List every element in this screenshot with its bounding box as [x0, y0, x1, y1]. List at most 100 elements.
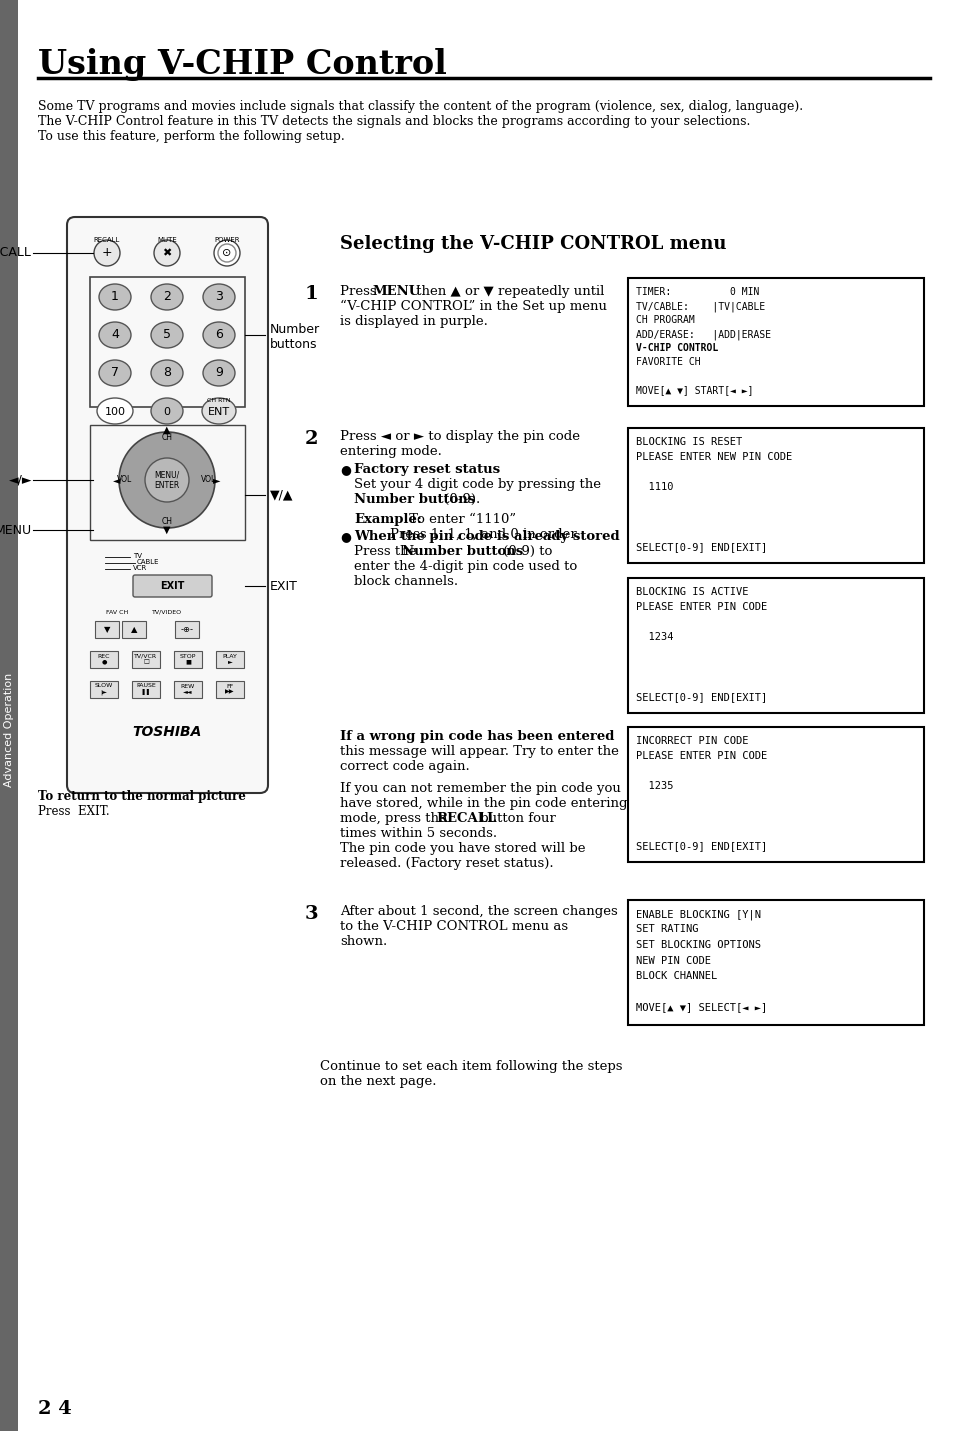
- Text: SELECT[0-9] END[EXIT]: SELECT[0-9] END[EXIT]: [636, 841, 766, 851]
- Text: POWER: POWER: [214, 238, 239, 243]
- Text: PLEASE ENTER PIN CODE: PLEASE ENTER PIN CODE: [636, 602, 766, 612]
- Text: TV/VIDEO: TV/VIDEO: [152, 610, 182, 615]
- Text: 3: 3: [305, 904, 318, 923]
- Bar: [215, 681, 244, 698]
- Text: FAVORITE CH: FAVORITE CH: [636, 356, 700, 366]
- Text: BLOCK CHANNEL: BLOCK CHANNEL: [636, 972, 717, 982]
- Text: When the pin code is already stored: When the pin code is already stored: [354, 529, 619, 542]
- Text: INCORRECT PIN CODE: INCORRECT PIN CODE: [636, 736, 748, 746]
- Text: MENU: MENU: [0, 524, 32, 537]
- Text: 1235: 1235: [636, 781, 673, 791]
- Text: ►: ►: [213, 475, 220, 485]
- Text: entering mode.: entering mode.: [339, 445, 441, 458]
- Text: CH PROGRAM: CH PROGRAM: [636, 315, 694, 325]
- Text: correct code again.: correct code again.: [339, 760, 469, 773]
- Text: MUTE: MUTE: [157, 238, 176, 243]
- Ellipse shape: [99, 322, 131, 348]
- Circle shape: [119, 432, 214, 528]
- Text: this message will appear. Try to enter the: this message will appear. Try to enter t…: [339, 746, 618, 758]
- Text: 6: 6: [214, 329, 223, 342]
- Text: RECALL: RECALL: [436, 811, 496, 826]
- Bar: [627, 578, 923, 713]
- Bar: [90, 278, 245, 406]
- Text: 3: 3: [214, 290, 223, 303]
- Text: MENU/
ENTER: MENU/ ENTER: [154, 471, 179, 489]
- Ellipse shape: [151, 322, 183, 348]
- Text: REC
●: REC ●: [97, 654, 111, 664]
- Text: Number
buttons: Number buttons: [270, 323, 320, 351]
- Text: Set your 4 digit code by pressing the: Set your 4 digit code by pressing the: [354, 478, 600, 491]
- Text: BLOCKING IS RESET: BLOCKING IS RESET: [636, 436, 741, 446]
- Ellipse shape: [99, 361, 131, 386]
- Text: FAV CH: FAV CH: [106, 610, 128, 615]
- Text: SET BLOCKING OPTIONS: SET BLOCKING OPTIONS: [636, 940, 760, 950]
- Bar: [90, 425, 245, 539]
- Text: to the V-CHIP CONTROL menu as: to the V-CHIP CONTROL menu as: [339, 920, 568, 933]
- Ellipse shape: [99, 283, 131, 311]
- Ellipse shape: [202, 398, 235, 424]
- Text: STOP
■: STOP ■: [179, 654, 196, 664]
- Text: TOSHIBA: TOSHIBA: [132, 726, 201, 738]
- Text: RECALL: RECALL: [0, 246, 32, 259]
- FancyBboxPatch shape: [67, 218, 268, 793]
- Text: FF
▶▶: FF ▶▶: [225, 684, 234, 694]
- Text: If a wrong pin code has been entered: If a wrong pin code has been entered: [339, 730, 614, 743]
- Text: ENT: ENT: [208, 406, 230, 416]
- Circle shape: [218, 245, 235, 262]
- Text: NEW PIN CODE: NEW PIN CODE: [636, 956, 710, 966]
- Bar: [627, 278, 923, 406]
- Text: 2: 2: [305, 429, 318, 448]
- Text: ⊙: ⊙: [222, 248, 232, 258]
- Text: Advanced Operation: Advanced Operation: [4, 673, 14, 787]
- Text: 7: 7: [111, 366, 119, 379]
- Text: SELECT[0-9] END[EXIT]: SELECT[0-9] END[EXIT]: [636, 693, 766, 703]
- Text: VOL: VOL: [117, 475, 132, 485]
- Text: PLEASE ENTER PIN CODE: PLEASE ENTER PIN CODE: [636, 751, 766, 761]
- Text: Using V-CHIP Control: Using V-CHIP Control: [38, 49, 446, 82]
- Text: 1: 1: [305, 285, 318, 303]
- Text: +: +: [102, 246, 112, 259]
- Text: MOVE[▲ ▼] START[◄ ►]: MOVE[▲ ▼] START[◄ ►]: [636, 385, 753, 395]
- Text: Number buttons: Number buttons: [354, 494, 475, 507]
- Bar: [173, 681, 202, 698]
- Text: Press ◄ or ► to display the pin code: Press ◄ or ► to display the pin code: [339, 429, 579, 444]
- Text: V-CHIP CONTROL: V-CHIP CONTROL: [636, 343, 718, 353]
- Text: TV/VCR
□: TV/VCR □: [134, 654, 157, 664]
- Text: To return to the normal picture: To return to the normal picture: [38, 790, 246, 803]
- Text: EXIT: EXIT: [270, 580, 297, 592]
- Text: After about 1 second, the screen changes: After about 1 second, the screen changes: [339, 904, 618, 919]
- Text: CH: CH: [161, 434, 172, 442]
- Text: CH: CH: [161, 518, 172, 527]
- Text: VOL: VOL: [201, 475, 216, 485]
- Text: then ▲ or ▼ repeatedly until: then ▲ or ▼ repeatedly until: [412, 285, 604, 298]
- Text: 5: 5: [163, 329, 171, 342]
- Text: Continue to set each item following the steps: Continue to set each item following the …: [319, 1060, 622, 1073]
- Text: PLAY
►: PLAY ►: [222, 654, 237, 664]
- Text: “V-CHIP CONTROL” in the Set up menu: “V-CHIP CONTROL” in the Set up menu: [339, 301, 606, 313]
- Text: block channels.: block channels.: [354, 575, 457, 588]
- Text: ▼: ▼: [163, 525, 171, 535]
- Text: 0: 0: [163, 406, 171, 416]
- Text: released. (Factory reset status).: released. (Factory reset status).: [339, 857, 553, 870]
- Bar: [95, 621, 119, 638]
- Text: -⊕-: -⊕-: [180, 625, 193, 634]
- Bar: [122, 621, 146, 638]
- Text: Some TV programs and movies include signals that classify the content of the pro: Some TV programs and movies include sign…: [38, 100, 802, 113]
- Text: have stored, while in the pin code entering: have stored, while in the pin code enter…: [339, 797, 627, 810]
- Circle shape: [94, 240, 120, 266]
- Bar: [90, 651, 118, 668]
- Text: PLEASE ENTER NEW PIN CODE: PLEASE ENTER NEW PIN CODE: [636, 452, 791, 462]
- Text: CH RTN: CH RTN: [207, 398, 231, 404]
- Text: is displayed in purple.: is displayed in purple.: [339, 315, 487, 328]
- Ellipse shape: [203, 361, 234, 386]
- Text: To enter “1110”: To enter “1110”: [405, 512, 516, 527]
- Text: TV/CABLE:    |TV|CABLE: TV/CABLE: |TV|CABLE: [636, 301, 764, 312]
- Text: PAUSE
❚❚: PAUSE ❚❚: [136, 683, 155, 695]
- Text: ▼/▲: ▼/▲: [270, 488, 294, 501]
- Text: TV: TV: [132, 552, 142, 560]
- Text: SET RATING: SET RATING: [636, 924, 698, 934]
- Circle shape: [153, 240, 180, 266]
- Bar: [173, 651, 202, 668]
- Text: ◄/►: ◄/►: [9, 474, 32, 487]
- Text: ▲: ▲: [163, 425, 171, 435]
